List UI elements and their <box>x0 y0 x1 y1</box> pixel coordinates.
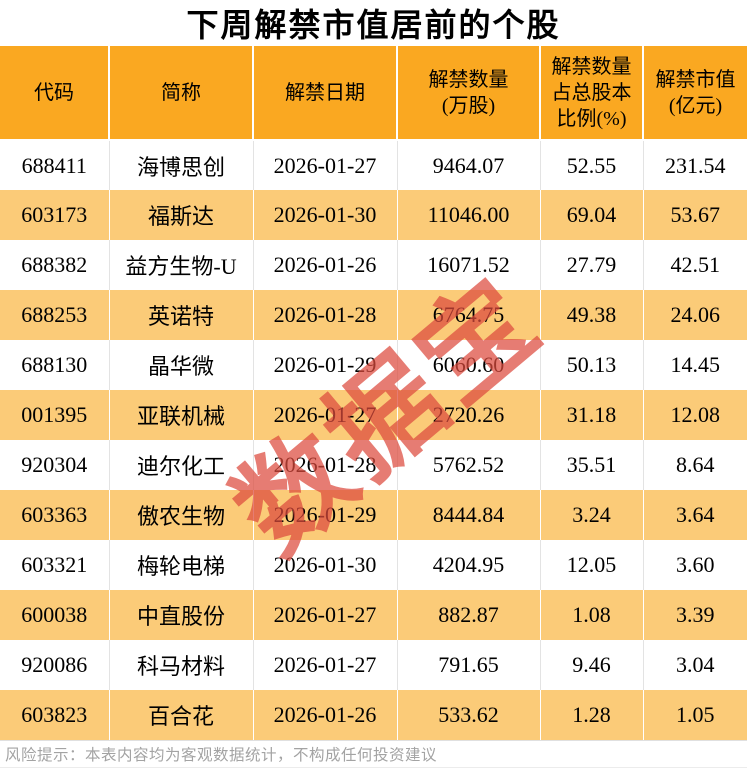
table-cell: 梅轮电梯 <box>109 540 254 590</box>
table-cell: 亚联机械 <box>109 390 254 440</box>
header-code: 代码 <box>0 46 110 141</box>
table-cell: 6060.60 <box>397 340 541 390</box>
table-cell: 2026-01-27 <box>253 590 398 640</box>
table-cell: 2026-01-27 <box>253 390 398 440</box>
table-cell: 14.45 <box>643 340 747 390</box>
table-cell: 傲农生物 <box>109 490 254 540</box>
table-cell: 31.18 <box>540 390 644 440</box>
table-cell: 百合花 <box>109 690 254 740</box>
table-cell: 2026-01-26 <box>253 690 398 740</box>
table-cell: 1.05 <box>643 690 747 740</box>
table-row: 603823 百合花 2026-01-26 533.62 1.28 1.05 <box>0 690 747 740</box>
table-cell: 603823 <box>0 690 110 740</box>
table-cell: 迪尔化工 <box>109 440 254 490</box>
table-cell: 600038 <box>0 590 110 640</box>
table-cell: 3.60 <box>643 540 747 590</box>
table-row: 603173 福斯达 2026-01-30 11046.00 69.04 53.67 <box>0 190 747 240</box>
table-cell: 2026-01-27 <box>253 640 398 690</box>
table-cell: 8444.84 <box>397 490 541 540</box>
table-cell: 603363 <box>0 490 110 540</box>
table-cell: 益方生物-U <box>109 240 254 290</box>
table-row: 603363 傲农生物 2026-01-29 8444.84 3.24 3.64 <box>0 490 747 540</box>
table-cell: 12.08 <box>643 390 747 440</box>
table-row: 688411 海博思创 2026-01-27 9464.07 52.55 231.54 <box>0 140 747 190</box>
table-cell: 2026-01-29 <box>253 340 398 390</box>
table-cell: 42.51 <box>643 240 747 290</box>
table-cell: 2026-01-30 <box>253 190 398 240</box>
table-cell: 3.04 <box>643 640 747 690</box>
table-cell: 920086 <box>0 640 110 690</box>
table-cell: 5762.52 <box>397 440 541 490</box>
table-cell: 4204.95 <box>397 540 541 590</box>
table-cell: 6764.75 <box>397 290 541 340</box>
table-row: 920304 迪尔化工 2026-01-28 5762.52 35.51 8.64 <box>0 440 747 490</box>
table-cell: 001395 <box>0 390 110 440</box>
table-cell: 3.24 <box>540 490 644 540</box>
table-cell: 2026-01-28 <box>253 440 398 490</box>
table-cell: 2026-01-26 <box>253 240 398 290</box>
table-cell: 海博思创 <box>109 140 254 190</box>
table-cell: 16071.52 <box>397 240 541 290</box>
unlock-table: 代码 简称 解禁日期 解禁数量 (万股) 解禁数量 占总股本 比例(%) 解禁市… <box>0 46 747 740</box>
table-row: 600038 中直股份 2026-01-27 882.87 1.08 3.39 <box>0 590 747 640</box>
table-cell: 533.62 <box>397 690 541 740</box>
table-row: 001395 亚联机械 2026-01-27 2720.26 31.18 12.08 <box>0 390 747 440</box>
table-cell: 2026-01-29 <box>253 490 398 540</box>
table-cell: 1.08 <box>540 590 644 640</box>
table-cell: 中直股份 <box>109 590 254 640</box>
table-cell: 2720.26 <box>397 390 541 440</box>
table-cell: 791.65 <box>397 640 541 690</box>
table-cell: 53.67 <box>643 190 747 240</box>
table-row: 920086 科马材料 2026-01-27 791.65 9.46 3.04 <box>0 640 747 690</box>
table-cell: 8.64 <box>643 440 747 490</box>
table-cell: 603321 <box>0 540 110 590</box>
header-name: 简称 <box>109 46 254 141</box>
table-cell: 2026-01-30 <box>253 540 398 590</box>
table-row: 688130 晶华微 2026-01-29 6060.60 50.13 14.45 <box>0 340 747 390</box>
table-body: 688411 海博思创 2026-01-27 9464.07 52.55 231.54 60… <box>0 140 747 740</box>
table-cell: 24.06 <box>643 290 747 340</box>
risk-note: 风险提示：本表内容均为客观数据统计，不构成任何投资建议 <box>0 740 747 768</box>
table-cell: 688411 <box>0 140 110 190</box>
table-cell: 1.28 <box>540 690 644 740</box>
table-cell: 882.87 <box>397 590 541 640</box>
table-cell: 69.04 <box>540 190 644 240</box>
header-unlock-shares: 解禁数量 (万股) <box>397 46 541 141</box>
page-title: 下周解禁市值居前的个股 <box>186 7 561 43</box>
table-cell: 3.39 <box>643 590 747 640</box>
table-header: 代码 简称 解禁日期 解禁数量 (万股) 解禁数量 占总股本 比例(%) 解禁市… <box>0 46 747 141</box>
table-cell: 231.54 <box>643 140 747 190</box>
table-cell: 2026-01-28 <box>253 290 398 340</box>
table-cell: 50.13 <box>540 340 644 390</box>
table-cell: 晶华微 <box>109 340 254 390</box>
header-unlock-date: 解禁日期 <box>253 46 398 141</box>
table-cell: 12.05 <box>540 540 644 590</box>
table-cell: 920304 <box>0 440 110 490</box>
table-cell: 688130 <box>0 340 110 390</box>
table-cell: 9464.07 <box>397 140 541 190</box>
table-cell: 福斯达 <box>109 190 254 240</box>
table-cell: 9.46 <box>540 640 644 690</box>
table-row: 688253 英诺特 2026-01-28 6764.75 49.38 24.06 <box>0 290 747 340</box>
header-unlock-ratio: 解禁数量 占总股本 比例(%) <box>540 46 644 141</box>
table-cell: 英诺特 <box>109 290 254 340</box>
table-cell: 27.79 <box>540 240 644 290</box>
table-header-row: 代码 简称 解禁日期 解禁数量 (万股) 解禁数量 占总股本 比例(%) 解禁市… <box>0 46 747 141</box>
table-cell: 49.38 <box>540 290 644 340</box>
table-cell: 688382 <box>0 240 110 290</box>
header-unlock-value: 解禁市值 (亿元) <box>643 46 747 141</box>
table-row: 603321 梅轮电梯 2026-01-30 4204.95 12.05 3.60 <box>0 540 747 590</box>
table-row: 688382 益方生物-U 2026-01-26 16071.52 27.79 42.51 <box>0 240 747 290</box>
table-cell: 科马材料 <box>109 640 254 690</box>
table-cell: 35.51 <box>540 440 644 490</box>
table-cell: 603173 <box>0 190 110 240</box>
table-cell: 52.55 <box>540 140 644 190</box>
table-cell: 11046.00 <box>397 190 541 240</box>
table-cell: 688253 <box>0 290 110 340</box>
table-cell: 3.64 <box>643 490 747 540</box>
table-cell: 2026-01-27 <box>253 140 398 190</box>
